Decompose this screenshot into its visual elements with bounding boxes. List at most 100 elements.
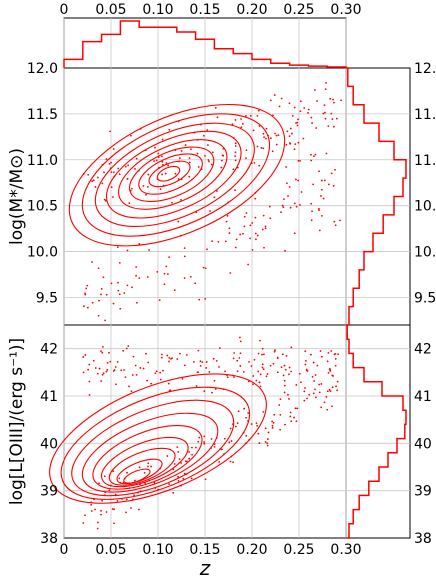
mass-scatter-point [320, 188, 323, 191]
mass-scatter-point [183, 247, 186, 250]
oiii-y-tick-label-left: 39 [40, 484, 58, 500]
mass-density-contour [68, 103, 286, 247]
oiii-scatter-point [296, 407, 299, 410]
mass-scatter-point [275, 143, 278, 146]
oiii-scatter-point [176, 358, 179, 360]
oiii-density-contour [71, 399, 235, 497]
oiii-scatter-point [185, 354, 188, 356]
oiii-scatter-point [100, 509, 102, 512]
mass-scatter-point [334, 224, 337, 227]
mass-scatter-point [221, 159, 223, 162]
mass-scatter-point [197, 166, 200, 168]
bottom-x-tick-label: 0.30 [330, 542, 361, 558]
oiii-scatter-point [191, 446, 193, 449]
oiii-scatter-point [198, 436, 201, 439]
marks [49, 20, 407, 539]
mass-scatter-point [146, 276, 149, 278]
mass-density-contour [138, 153, 203, 195]
mass-scatter-point [161, 160, 164, 163]
oiii-scatter-point [232, 461, 235, 464]
oiii-scatter-point [327, 371, 330, 374]
mass-scatter-point [247, 263, 250, 266]
mass-scatter-point [327, 125, 330, 128]
mass-scatter-point [118, 293, 121, 296]
mass-scatter-point [318, 229, 321, 232]
oiii-scatter-point [232, 357, 235, 360]
mass-density-contour [129, 146, 215, 203]
oiii-scatter-point [185, 460, 188, 463]
mass-scatter-point [291, 132, 293, 135]
mass-scatter-point [302, 137, 305, 140]
mass-scatter-point [234, 119, 237, 121]
mass-scatter-point [163, 272, 166, 275]
oiii-scatter-point [278, 404, 281, 406]
mass-y-tick-label-left: 12.0 [27, 61, 58, 77]
oiii-scatter-point [308, 393, 311, 396]
mass-scatter-point [262, 147, 265, 150]
mass-scatter-point [101, 182, 104, 185]
oiii-scatter-point [82, 371, 85, 374]
oiii-scatter-point [94, 508, 96, 511]
oiii-scatter-point [108, 351, 110, 354]
mass-scatter-point [225, 220, 228, 223]
oiii-y-tick-label-left: 42 [40, 342, 58, 358]
mass-scatter-point [177, 178, 180, 180]
mass-scatter-point [234, 189, 236, 191]
mass-scatter-point [268, 205, 271, 208]
labels: 0 0.05 0.10 0.15 0.20 0.25 0.30 0 0.05 0.10 0.15 0.… [7, 2, 436, 580]
oiii-scatter-point [276, 371, 279, 374]
mass-scatter-point [84, 293, 87, 296]
mass-y-tick-label-left: 10.5 [27, 199, 58, 215]
oiii-scatter-point [248, 360, 250, 363]
mass-scatter-point [155, 159, 158, 162]
oiii-y-tick-label-left: 40 [40, 436, 58, 452]
oiii-scatter-point [188, 457, 191, 460]
oiii-scatter-point [132, 355, 135, 358]
mass-y-tick-label-left: 10.0 [27, 245, 58, 261]
mass-scatter-point [285, 143, 288, 146]
mass-scatter-point [206, 248, 208, 251]
oiii-scatter-point [197, 349, 200, 352]
oiii-scatter-point [166, 455, 169, 457]
oiii-density-contour [123, 468, 151, 484]
mass-scatter-point [282, 206, 285, 209]
mass-scatter-point [289, 142, 292, 145]
mass-scatter-point [240, 118, 242, 120]
mass-scatter-point [264, 225, 267, 228]
mass-scatter-point [180, 150, 183, 152]
oiii-scatter-point [177, 450, 180, 453]
oiii-scatter-point [236, 370, 239, 373]
oiii-scatter-point [318, 383, 321, 386]
mass-scatter-point [189, 275, 192, 278]
oiii-scatter-point [224, 370, 226, 373]
oiii-scatter-point [290, 420, 293, 423]
mass-scatter-point [261, 228, 264, 231]
oiii-scatter-point [261, 363, 264, 366]
mass-scatter-point [332, 125, 335, 128]
mass-scatter-point [295, 205, 298, 208]
mass-scatter-point [265, 127, 268, 130]
oiii-scatter-point [143, 471, 146, 474]
oiii-scatter-point [145, 352, 147, 355]
mass-scatter-point [320, 179, 323, 182]
mass-scatter-point [102, 276, 105, 279]
oiii-scatter-point [238, 357, 241, 359]
mass-scatter-point [110, 282, 113, 285]
oiii-scatter-point [88, 363, 91, 366]
mass-scatter-point [332, 185, 335, 187]
mass-scatter-point [294, 143, 297, 146]
mass-scatter-point [258, 164, 261, 167]
mass-scatter-point [286, 130, 289, 133]
mass-y-tick-label-right: 9.5 [414, 290, 436, 306]
mass-scatter-point [264, 137, 267, 140]
mass-scatter-point [204, 267, 207, 270]
top-x-tick-label: 0.20 [236, 2, 267, 18]
oiii-y-tick-label-left: 38 [40, 531, 58, 547]
mass-scatter-point [322, 112, 325, 115]
oiii-scatter-point [304, 360, 307, 362]
oiii-scatter-point [279, 398, 282, 401]
mass-scatter-point [283, 198, 285, 201]
oiii-scatter-point [314, 374, 317, 376]
oiii-density-contour [60, 386, 251, 500]
mass-scatter-point [153, 160, 155, 162]
